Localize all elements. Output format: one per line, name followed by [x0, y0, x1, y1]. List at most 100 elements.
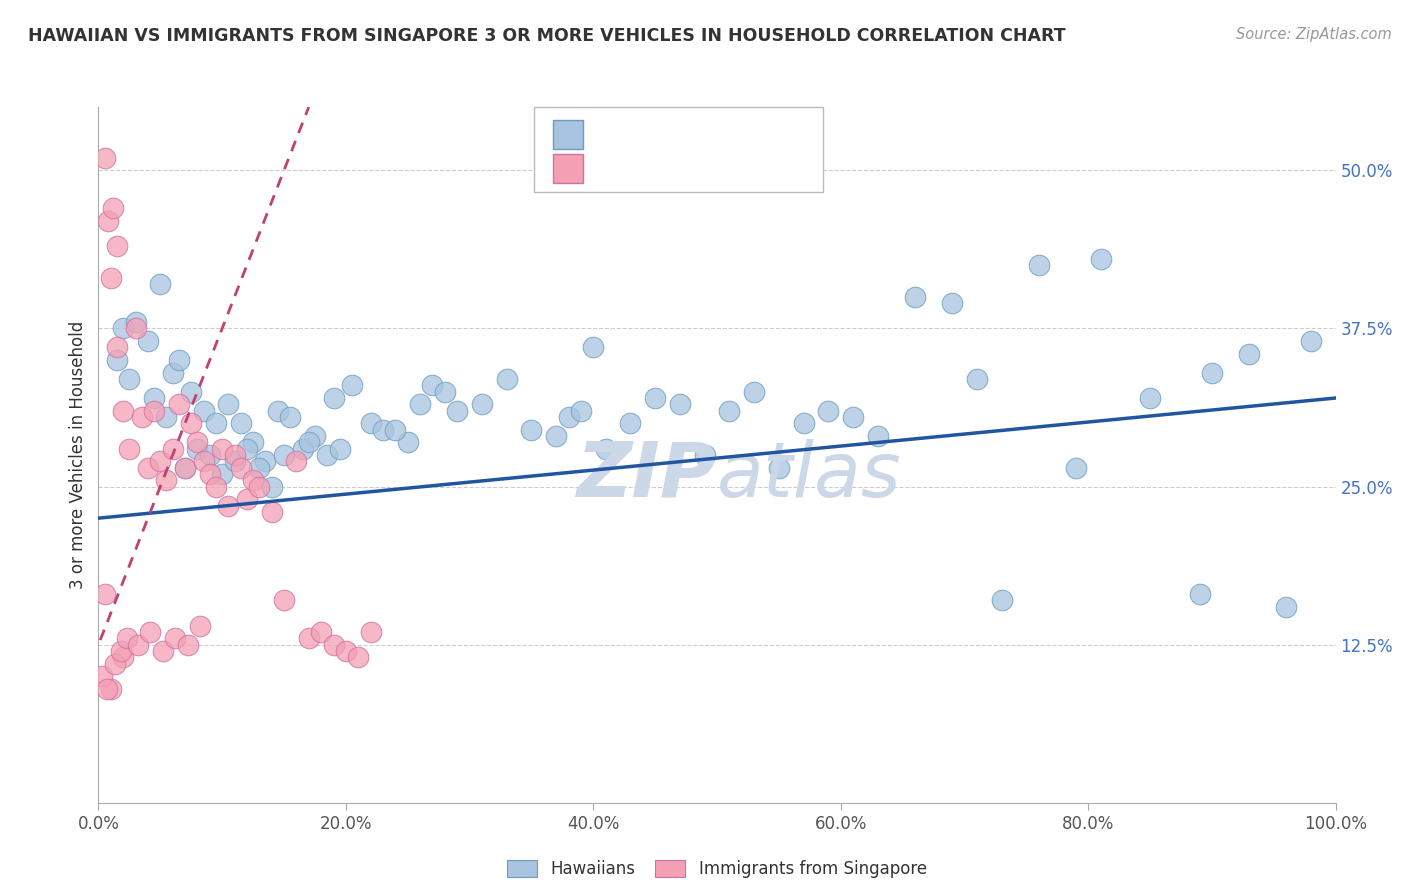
Point	[742, 384, 765, 399]
Point	[260, 479, 283, 493]
Point	[186, 442, 208, 456]
Point	[112, 650, 135, 665]
Point	[360, 417, 382, 431]
Point	[817, 403, 839, 417]
Point	[273, 448, 295, 462]
Point	[93, 587, 115, 601]
Point	[422, 378, 444, 392]
Point	[842, 409, 865, 424]
Point	[371, 423, 394, 437]
Point	[229, 460, 252, 475]
Text: N =: N =	[699, 126, 751, 144]
Point	[347, 650, 370, 665]
Point	[718, 403, 741, 417]
Point	[155, 473, 177, 487]
Point	[304, 429, 326, 443]
Point	[97, 214, 120, 228]
Point	[112, 321, 135, 335]
Point	[273, 593, 295, 607]
Text: R =: R =	[592, 160, 631, 178]
Text: 0.117: 0.117	[643, 126, 699, 144]
Point	[520, 423, 543, 437]
Point	[205, 479, 228, 493]
Point	[127, 638, 149, 652]
Point	[174, 460, 197, 475]
Point	[136, 334, 159, 348]
Text: atlas: atlas	[717, 439, 901, 513]
Point	[205, 417, 228, 431]
Text: R =: R =	[592, 126, 631, 144]
Point	[236, 442, 259, 456]
Point	[409, 397, 432, 411]
Point	[167, 397, 190, 411]
Point	[1188, 587, 1211, 601]
Point	[396, 435, 419, 450]
Point	[124, 315, 146, 329]
Point	[236, 492, 259, 507]
Point	[669, 397, 692, 411]
Point	[103, 201, 125, 215]
Point	[278, 409, 301, 424]
Text: N =: N =	[699, 160, 751, 178]
Text: Source: ZipAtlas.com: Source: ZipAtlas.com	[1236, 27, 1392, 42]
Point	[139, 625, 162, 640]
Point	[198, 448, 221, 462]
Point	[162, 366, 184, 380]
Point	[143, 403, 166, 417]
Point	[446, 403, 468, 417]
Point	[180, 417, 202, 431]
Point	[322, 638, 344, 652]
Point	[966, 372, 988, 386]
Point	[105, 353, 128, 368]
Point	[768, 460, 790, 475]
Point	[644, 391, 666, 405]
Point	[619, 417, 641, 431]
Point	[152, 644, 174, 658]
Point	[360, 625, 382, 640]
Point	[1028, 258, 1050, 272]
Point	[693, 448, 716, 462]
Point	[224, 448, 246, 462]
Point	[229, 417, 252, 431]
Point	[941, 296, 963, 310]
Point	[211, 442, 233, 456]
Point	[298, 435, 321, 450]
Point	[267, 403, 290, 417]
Point	[193, 454, 215, 468]
Text: ZIP: ZIP	[578, 439, 717, 513]
Point	[188, 618, 211, 632]
Point	[180, 384, 202, 399]
Point	[162, 442, 184, 456]
Point	[167, 353, 190, 368]
Point	[254, 454, 277, 468]
Point	[217, 397, 239, 411]
Point	[100, 270, 122, 285]
Point	[247, 479, 270, 493]
Point	[131, 409, 153, 424]
Text: 75: 75	[755, 126, 780, 144]
Point	[298, 632, 321, 646]
Point	[793, 417, 815, 431]
Point	[118, 442, 141, 456]
Point	[260, 505, 283, 519]
Point	[340, 378, 363, 392]
Text: 52: 52	[755, 160, 780, 178]
Point	[291, 442, 314, 456]
Point	[193, 403, 215, 417]
Point	[1201, 366, 1223, 380]
Point	[105, 340, 128, 354]
Point	[242, 473, 264, 487]
Y-axis label: 3 or more Vehicles in Household: 3 or more Vehicles in Household	[69, 321, 87, 589]
Point	[904, 290, 927, 304]
Point	[546, 429, 568, 443]
Point	[198, 467, 221, 481]
Point	[335, 644, 357, 658]
Point	[433, 384, 456, 399]
Point	[143, 391, 166, 405]
Point	[990, 593, 1012, 607]
Point	[329, 442, 352, 456]
Point	[91, 669, 114, 683]
Point	[309, 625, 332, 640]
Point	[115, 632, 138, 646]
Point	[1299, 334, 1322, 348]
